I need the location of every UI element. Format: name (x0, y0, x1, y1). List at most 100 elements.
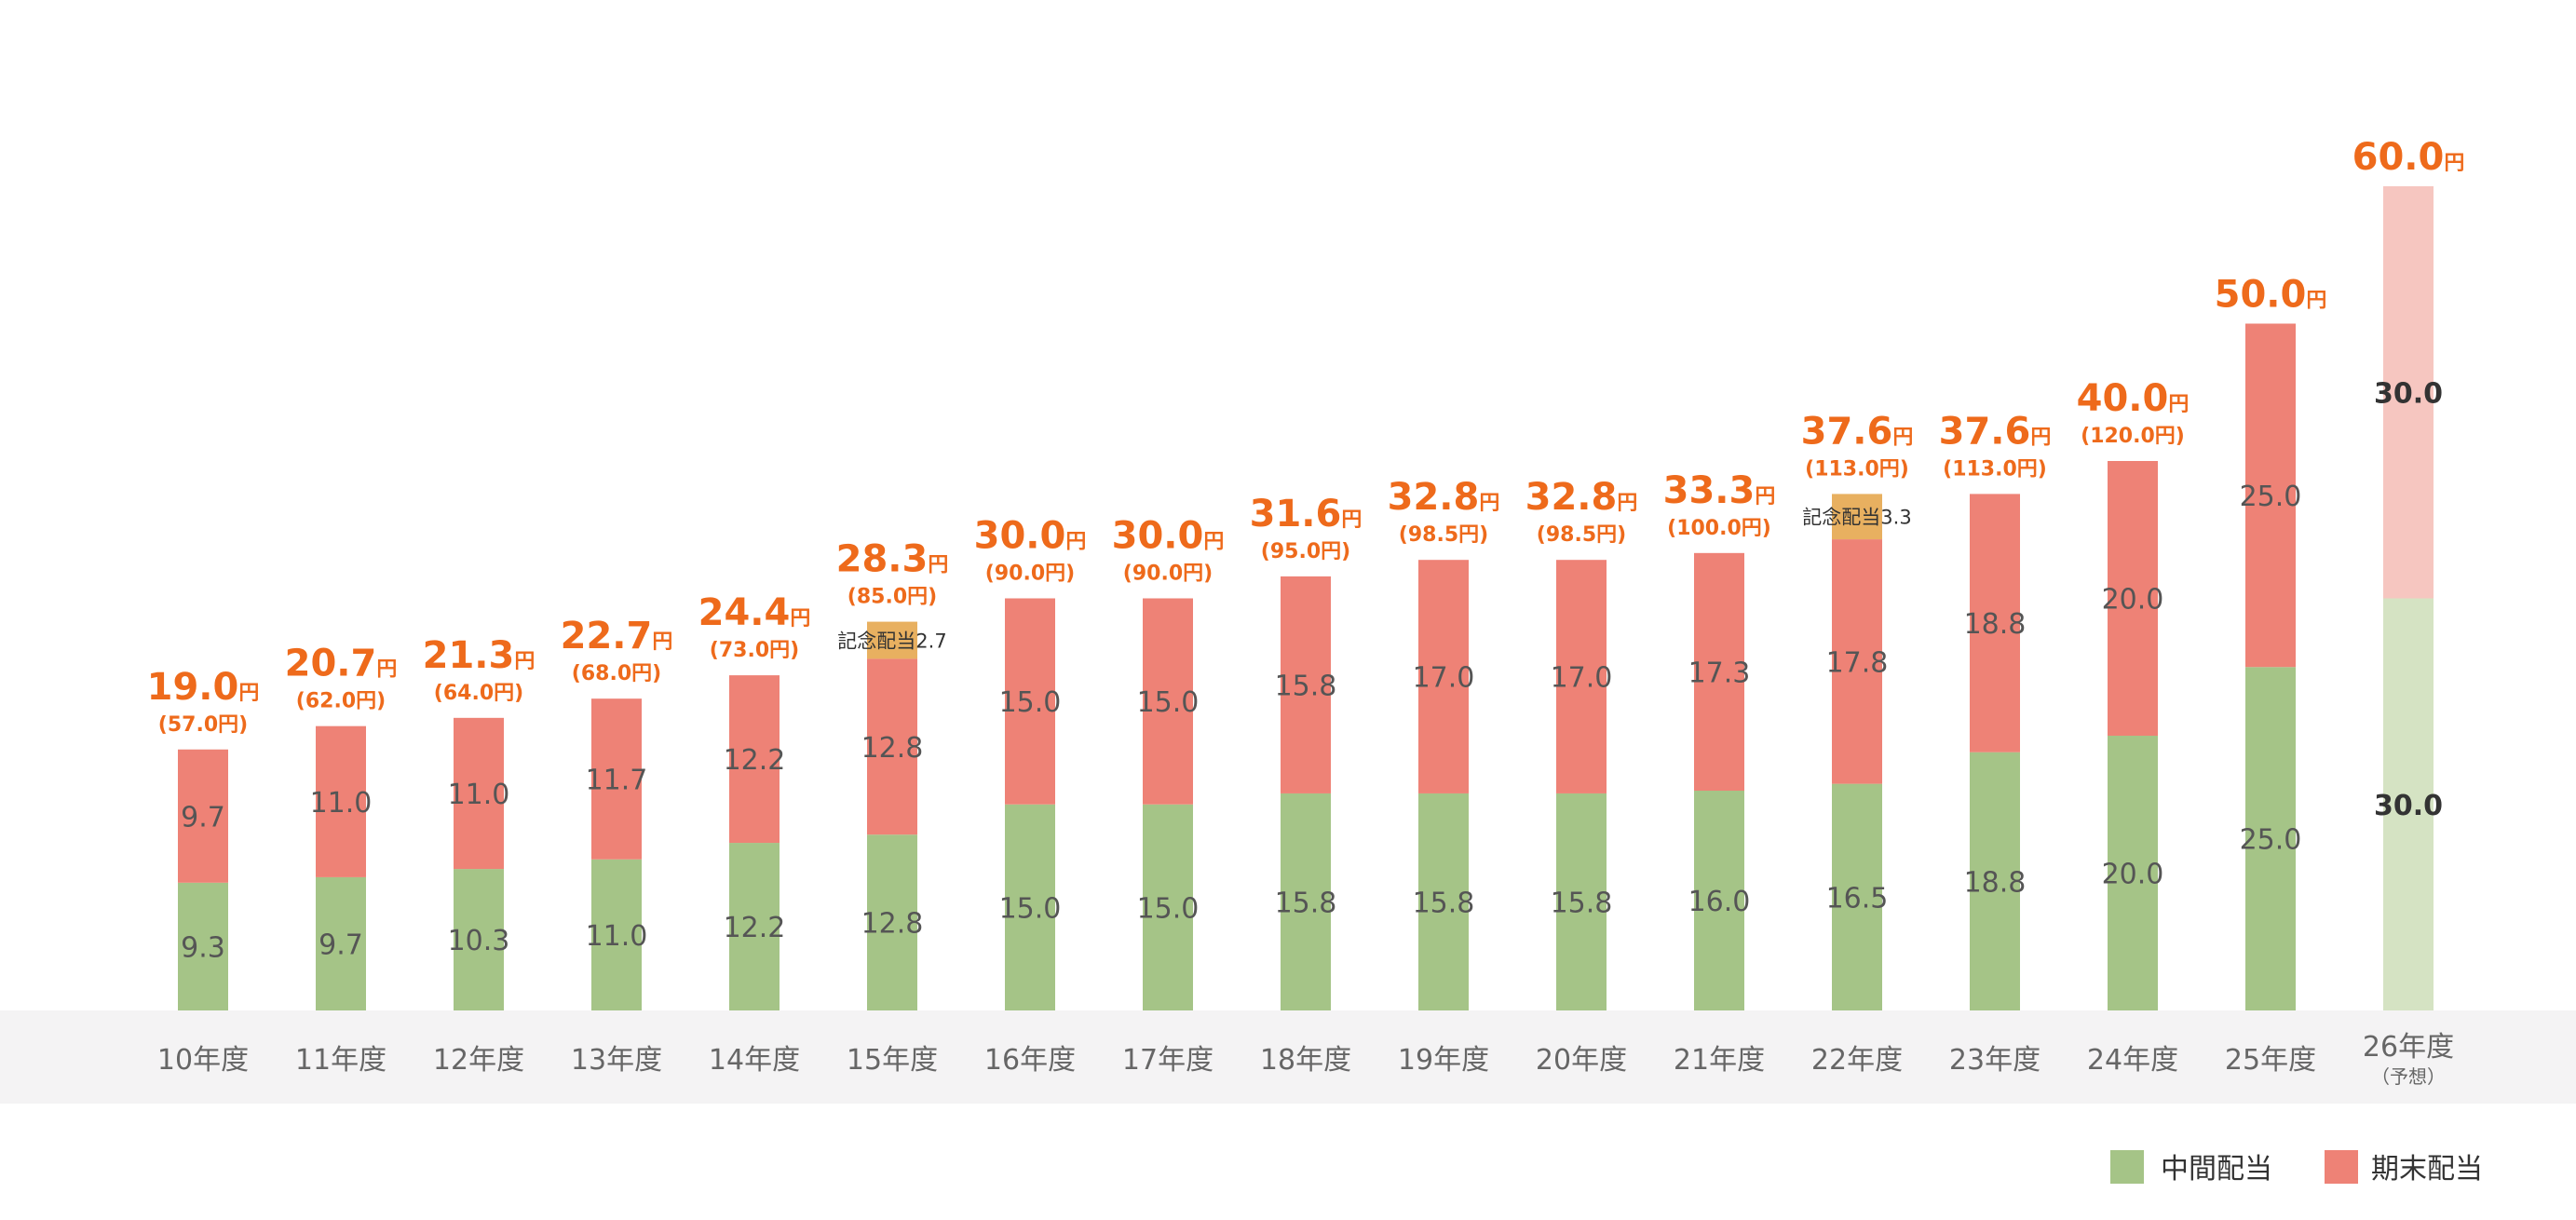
total-label-2: 20.7円 (285, 643, 398, 685)
total-label-5: 24.4円 (698, 591, 811, 634)
bar-yearend-11 (1556, 560, 1607, 793)
bar-interim-4 (591, 859, 642, 1010)
total-label-16: 50.0円 (2215, 274, 2327, 317)
label-interim-4: 11.0 (586, 920, 648, 953)
pre-split-total-12: (100.0円) (1667, 517, 1771, 540)
x-tick-label-13: 22年度 (1811, 1044, 1903, 1077)
pre-split-total-1: (57.0円) (158, 713, 248, 737)
label-yearend-6: 12.8 (861, 732, 924, 765)
pre-split-total-3: (64.0円) (434, 682, 523, 705)
label-yearend-13: 17.8 (1826, 646, 1889, 679)
total-label-8: 30.0円 (1112, 515, 1225, 558)
label-interim-6: 12.8 (861, 908, 924, 941)
labels-layer: 9.3 9.7 19.0円 (57.0円) 10年度 9.7 11.0 20.7円 (62.0円… (147, 136, 2465, 1088)
x-tick-label-16: 25年度 (2225, 1044, 2316, 1077)
label-commemorative-6: 記念配当2.7 (837, 630, 946, 652)
legend-swatch-interim (2110, 1150, 2144, 1184)
total-label-6: 28.3円 (836, 538, 949, 581)
pre-split-total-9: (95.0円) (1261, 540, 1350, 563)
bar-interim-10 (1418, 793, 1469, 1010)
x-tick-label-12: 21年度 (1674, 1044, 1765, 1077)
bar-yearend-5 (729, 675, 780, 844)
x-tick-label-14: 23年度 (1949, 1044, 2040, 1077)
bar-interim-16 (2245, 667, 2296, 1010)
total-label-1: 19.0円 (147, 666, 260, 709)
bar-yearend-1 (178, 749, 228, 883)
x-tick-label-4: 13年度 (571, 1044, 662, 1077)
label-interim-5: 12.2 (724, 912, 786, 944)
label-yearend-5: 12.2 (724, 744, 786, 777)
bar-yearend-14 (1970, 494, 2020, 752)
label-yearend-10: 17.0 (1413, 662, 1475, 695)
legend-label-interim: 中間配当 (2161, 1153, 2272, 1186)
legend: 中間配当 期末配当 (2110, 1150, 2483, 1186)
bar-yearend-16 (2245, 323, 2296, 668)
label-interim-14: 18.8 (1964, 866, 2027, 899)
bar-interim-2 (316, 876, 366, 1010)
label-interim-17: 30.0 (2374, 790, 2443, 822)
label-commemorative-13: 記念配当3.3 (1802, 507, 1911, 529)
label-interim-13: 16.5 (1826, 882, 1889, 915)
label-interim-15: 20.0 (2102, 859, 2164, 891)
total-label-3: 21.3円 (423, 634, 536, 677)
bar-interim-14 (1970, 752, 2020, 1010)
x-tick-label-6: 15年度 (847, 1044, 938, 1077)
total-label-14: 37.6円 (1939, 410, 2052, 453)
bar-interim-3 (454, 869, 504, 1010)
bar-interim-13 (1832, 783, 1882, 1010)
label-yearend-7: 15.0 (999, 686, 1062, 719)
x-tick-label-11: 20年度 (1536, 1044, 1627, 1077)
label-yearend-14: 18.8 (1964, 608, 2027, 641)
legend-label-yearend: 期末配当 (2371, 1153, 2483, 1186)
x-tick-label-10: 19年度 (1398, 1044, 1489, 1077)
pre-split-total-2: (62.0円) (296, 690, 386, 713)
bar-interim-17 (2383, 598, 2434, 1010)
label-yearend-3: 11.0 (448, 779, 510, 811)
bar-interim-1 (178, 882, 228, 1010)
label-interim-12: 16.0 (1688, 886, 1751, 918)
pre-split-total-15: (120.0円) (2081, 425, 2185, 448)
total-label-12: 33.3円 (1663, 469, 1776, 512)
x-tick-label-3: 12年度 (433, 1044, 524, 1077)
label-yearend-15: 20.0 (2102, 584, 2164, 617)
label-yearend-12: 17.3 (1688, 657, 1751, 689)
total-label-4: 22.7円 (561, 615, 673, 657)
bar-yearend-12 (1694, 552, 1744, 791)
bar-commemorative-6 (867, 621, 917, 659)
total-label-13: 37.6円 (1801, 410, 1914, 453)
label-interim-8: 15.0 (1137, 892, 1200, 925)
label-yearend-1: 9.7 (181, 801, 225, 834)
bar-yearend-4 (591, 698, 642, 860)
bars-layer (178, 186, 2434, 1010)
bar-interim-7 (1005, 804, 1055, 1010)
pre-split-total-7: (90.0円) (985, 563, 1075, 586)
x-tick-sublabel-17: （予想） (2371, 1065, 2446, 1088)
x-tick-label-9: 18年度 (1260, 1044, 1351, 1077)
pre-split-total-5: (73.0円) (710, 639, 799, 662)
label-interim-7: 15.0 (999, 892, 1062, 925)
total-label-10: 32.8円 (1388, 476, 1500, 519)
bar-yearend-13 (1832, 539, 1882, 784)
total-label-17: 60.0円 (2352, 136, 2465, 179)
label-yearend-2: 11.0 (310, 787, 373, 820)
bar-yearend-7 (1005, 598, 1055, 805)
label-yearend-9: 15.8 (1275, 670, 1337, 702)
bar-yearend-9 (1281, 576, 1331, 793)
total-label-15: 40.0円 (2077, 377, 2190, 420)
bar-yearend-17 (2383, 186, 2434, 599)
x-axis-band (0, 1010, 2576, 1104)
pre-split-total-14: (113.0円) (1943, 457, 2047, 481)
bar-interim-11 (1556, 793, 1607, 1010)
label-yearend-16: 25.0 (2240, 481, 2302, 513)
x-tick-label-2: 11年度 (295, 1044, 386, 1077)
pre-split-total-4: (68.0円) (572, 662, 661, 685)
bar-interim-9 (1281, 793, 1331, 1010)
pre-split-total-10: (98.5円) (1399, 523, 1488, 547)
label-interim-2: 9.7 (319, 929, 363, 961)
bar-commemorative-13 (1832, 494, 1882, 540)
label-interim-11: 15.8 (1551, 887, 1613, 919)
bar-yearend-6 (867, 658, 917, 835)
label-yearend-17: 30.0 (2374, 377, 2443, 410)
